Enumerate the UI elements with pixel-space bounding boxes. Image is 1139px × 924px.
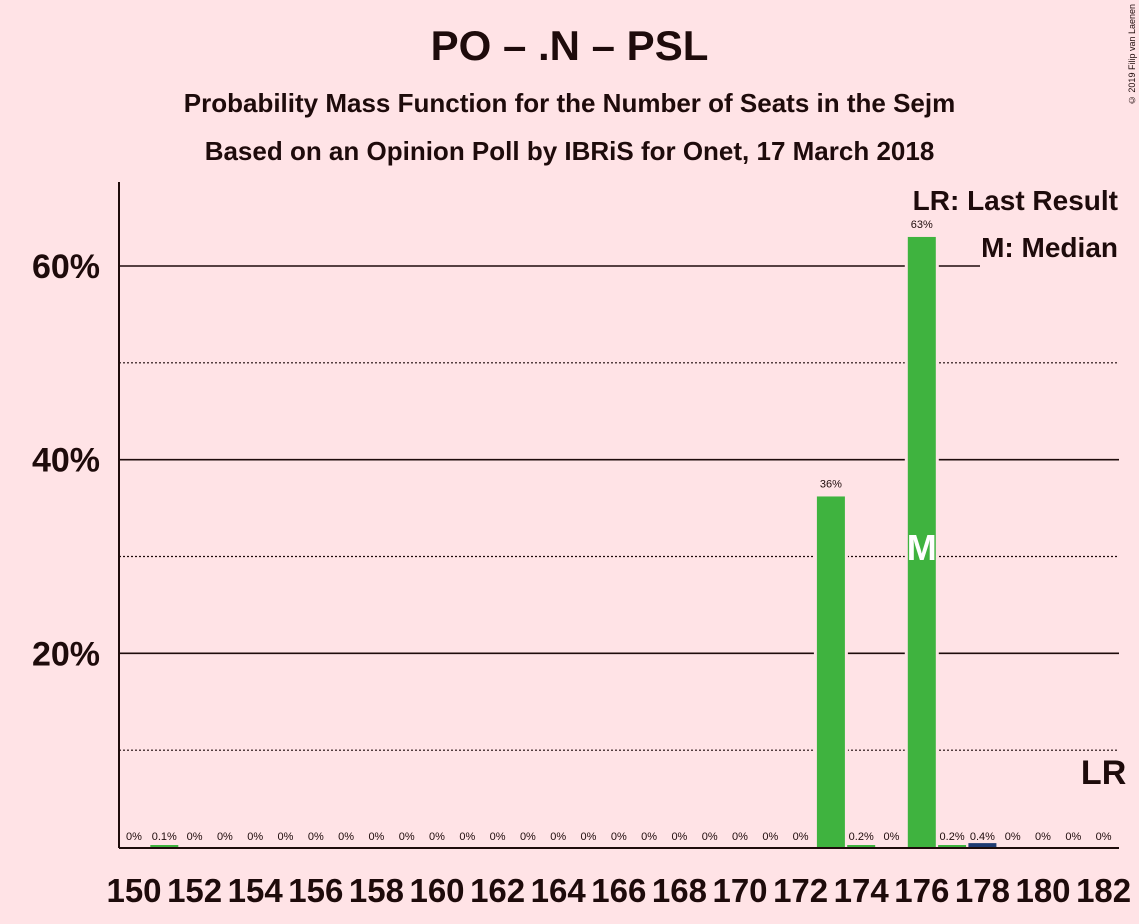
bar bbox=[968, 843, 997, 847]
axes bbox=[118, 182, 1119, 849]
bars bbox=[150, 233, 997, 847]
bar bbox=[816, 496, 845, 847]
x-tick-label: 164 bbox=[531, 872, 587, 909]
data-label: 0% bbox=[187, 831, 203, 843]
data-label: 0% bbox=[702, 831, 718, 843]
x-tick-label: 162 bbox=[470, 872, 525, 909]
data-label: 0.2% bbox=[940, 831, 965, 843]
bar bbox=[150, 845, 179, 847]
data-label: 0% bbox=[1065, 831, 1081, 843]
legend-last-result: LR: Last Result bbox=[913, 185, 1118, 216]
x-tick-label: 168 bbox=[652, 872, 707, 909]
data-label: 0% bbox=[399, 831, 415, 843]
x-tick-label: 182 bbox=[1076, 872, 1131, 909]
x-tick-label: 180 bbox=[1015, 872, 1070, 909]
grid-lines bbox=[119, 265, 1119, 751]
data-label: 0% bbox=[247, 831, 263, 843]
data-label: 0.2% bbox=[849, 831, 874, 843]
data-label: 0% bbox=[429, 831, 445, 843]
bar bbox=[847, 845, 876, 847]
x-tick-labels: 150 152 154 156 158 160 162 164 166 168 170 172 174 1… bbox=[106, 872, 1131, 909]
x-tick-label: 154 bbox=[228, 872, 284, 909]
data-label: 0% bbox=[217, 831, 233, 843]
x-tick-label: 166 bbox=[591, 872, 646, 909]
data-label: 0% bbox=[641, 831, 657, 843]
data-label: 0% bbox=[762, 831, 778, 843]
y-tick-label: 60% bbox=[32, 248, 100, 286]
legend-median-bg bbox=[980, 235, 1122, 269]
data-label: 0% bbox=[368, 831, 384, 843]
chart-source: Based on an Opinion Poll by IBRiS for On… bbox=[204, 136, 935, 166]
x-tick-label: 172 bbox=[773, 872, 828, 909]
data-label: 0.4% bbox=[970, 831, 995, 843]
x-tick-label: 150 bbox=[106, 872, 161, 909]
y-tick-label: 40% bbox=[32, 442, 100, 480]
data-label: 0% bbox=[338, 831, 354, 843]
data-label: 0% bbox=[550, 831, 566, 843]
x-tick-label: 176 bbox=[894, 872, 949, 909]
data-label: 0% bbox=[732, 831, 748, 843]
y-tick-label: 20% bbox=[32, 635, 100, 673]
x-tick-label: 160 bbox=[409, 872, 464, 909]
x-tick-label: 152 bbox=[167, 872, 222, 909]
data-labels: 0% 0.1% 0% 0% 0% 0% 0% 0% 0% 0% 0% 0% 0% 0% 0% 0% 0% 0% 0%… bbox=[126, 219, 1112, 843]
data-label: 0% bbox=[490, 831, 506, 843]
data-label: 0% bbox=[459, 831, 475, 843]
x-tick-label: 178 bbox=[955, 872, 1010, 909]
legend-lr-bg bbox=[936, 187, 1122, 221]
data-label: 0% bbox=[308, 831, 324, 843]
y-tick-labels: 20% 40% 60% bbox=[32, 248, 100, 673]
x-tick-label: 156 bbox=[288, 872, 343, 909]
data-label: 63% bbox=[911, 219, 933, 231]
data-label: 0% bbox=[520, 831, 536, 843]
x-tick-label: 174 bbox=[834, 872, 890, 909]
data-label: 0.1% bbox=[152, 831, 177, 843]
x-tick-label: 158 bbox=[349, 872, 404, 909]
median-marker: M bbox=[907, 527, 937, 568]
data-label: 36% bbox=[820, 478, 842, 490]
data-label: 0% bbox=[671, 831, 687, 843]
bar bbox=[938, 845, 967, 847]
data-label: 0% bbox=[611, 831, 627, 843]
chart-subtitle: Probability Mass Function for the Number… bbox=[183, 88, 956, 118]
data-label: 0% bbox=[126, 831, 142, 843]
last-result-marker: LR bbox=[1081, 754, 1126, 792]
data-label: 0% bbox=[1005, 831, 1021, 843]
data-label: 0% bbox=[1096, 831, 1112, 843]
data-label: 0% bbox=[278, 831, 294, 843]
data-label: 0% bbox=[1035, 831, 1051, 843]
bar bbox=[907, 236, 936, 847]
data-label: 0% bbox=[581, 831, 597, 843]
data-label: 0% bbox=[793, 831, 809, 843]
data-label: 0% bbox=[884, 831, 900, 843]
legend-median: M: Median bbox=[981, 232, 1118, 263]
chart-title: PO – .N – PSL bbox=[430, 22, 709, 69]
x-tick-label: 170 bbox=[712, 872, 767, 909]
